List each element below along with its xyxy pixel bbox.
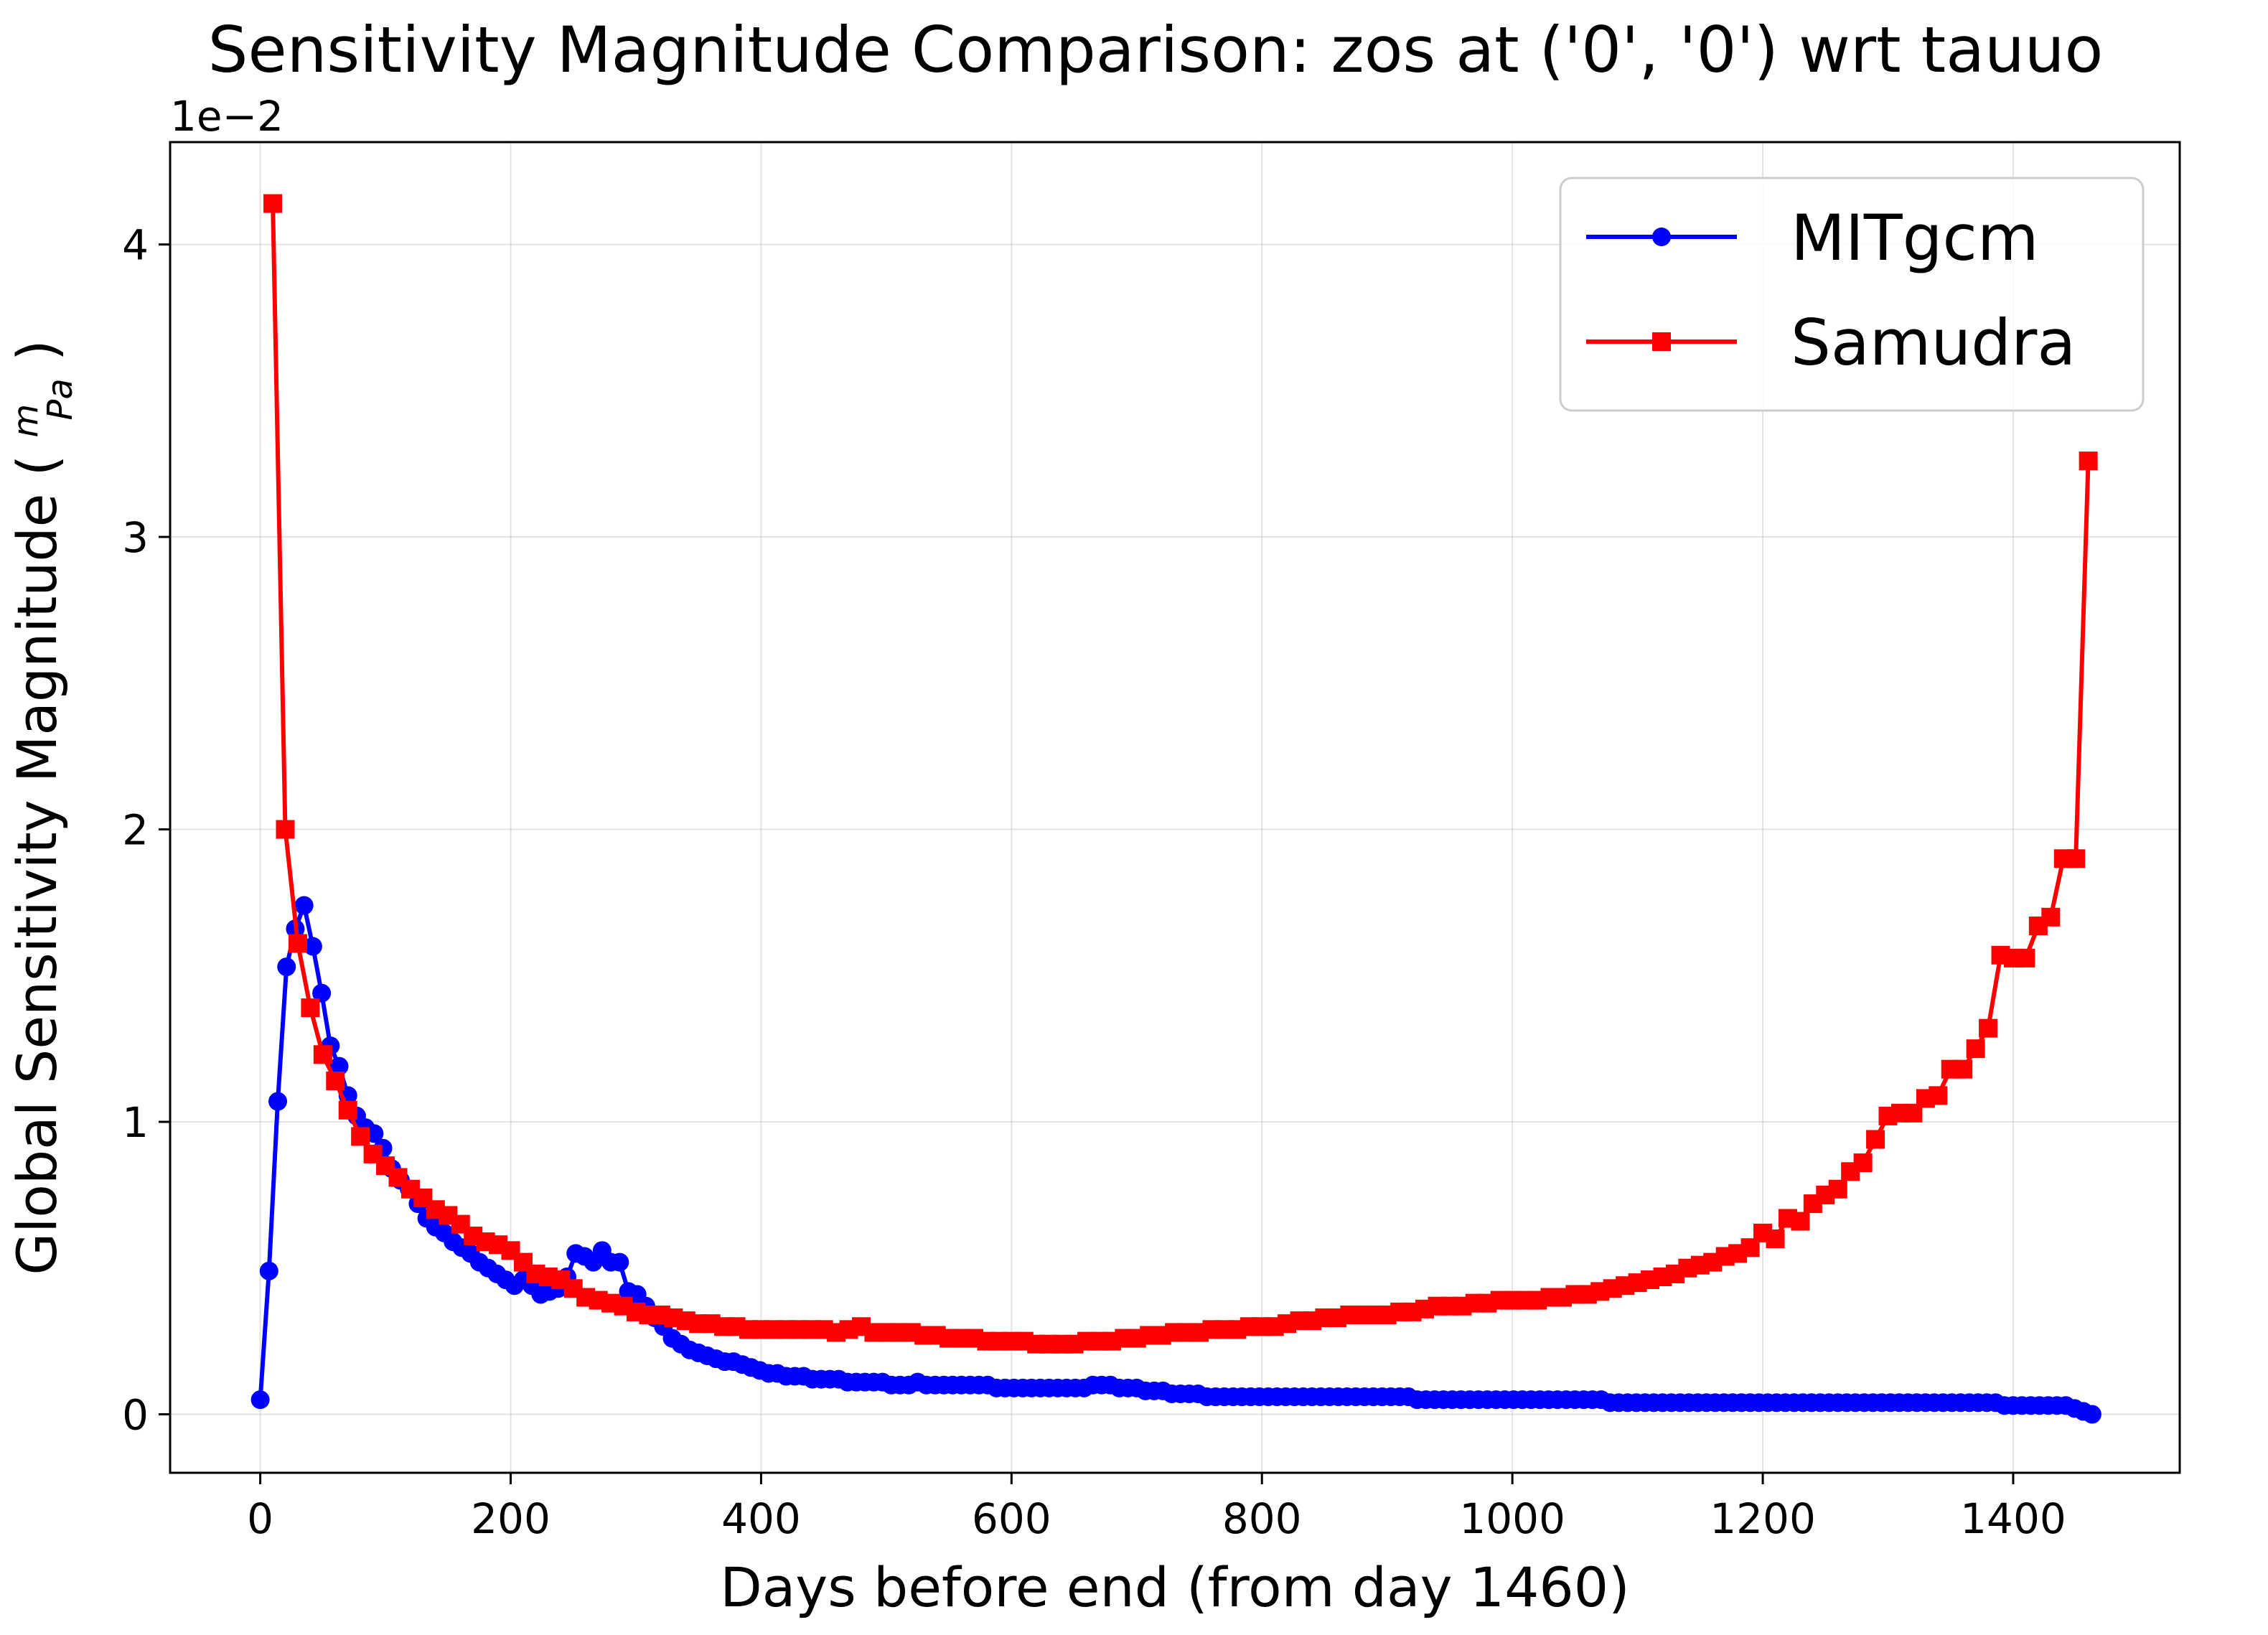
- y-axis-label-unit-denominator: Pa: [40, 378, 80, 420]
- data-point-samudra: [1929, 1086, 1948, 1105]
- data-point-samudra: [2079, 451, 2098, 471]
- data-point-samudra: [351, 1127, 370, 1146]
- x-tick-label: 400: [721, 1494, 801, 1543]
- y-tick-label: 0: [122, 1391, 149, 1440]
- legend-label-mitgcm: MITgcm: [1791, 201, 2039, 275]
- plot-series: [250, 194, 2101, 1424]
- data-point-samudra: [2016, 948, 2035, 968]
- y-axis-label: Global Sensitivity Magnitude ( m Pa ): [5, 339, 85, 1275]
- data-point-mitgcm: [250, 1390, 270, 1410]
- y-axis-label-unit-fraction: m Pa: [6, 378, 80, 437]
- data-point-mitgcm: [268, 1092, 288, 1111]
- data-point-mitgcm: [294, 896, 314, 915]
- data-point-samudra: [263, 194, 283, 213]
- legend-marker-mitgcm: [1652, 228, 1671, 246]
- series-samudra: [263, 194, 2098, 1354]
- data-point-mitgcm: [610, 1252, 629, 1272]
- data-point-mitgcm: [312, 983, 332, 1003]
- data-point-samudra: [1853, 1153, 1873, 1173]
- x-tick-label: 600: [972, 1494, 1051, 1543]
- legend-label-samudra: Samudra: [1791, 306, 2076, 380]
- plot-frame: [169, 141, 2181, 1474]
- data-point-mitgcm: [329, 1057, 349, 1076]
- data-point-samudra: [313, 1045, 332, 1064]
- y-tick-label: 2: [122, 806, 149, 855]
- legend-marker-samudra: [1652, 332, 1671, 351]
- chart-title: Sensitivity Magnitude Comparison: zos at…: [208, 13, 2104, 87]
- data-point-mitgcm: [259, 1261, 278, 1280]
- data-point-samudra: [1791, 1212, 1810, 1231]
- y-tick-label: 4: [122, 221, 149, 270]
- data-point-samudra: [1866, 1130, 1885, 1149]
- data-point-samudra: [1766, 1229, 1785, 1249]
- data-point-samudra: [1828, 1179, 1847, 1199]
- data-point-samudra: [326, 1071, 345, 1090]
- y-offset-label: 1e−2: [170, 92, 284, 141]
- x-axis-label: Days before end (from day 1460): [720, 1555, 1630, 1619]
- data-point-samudra: [1966, 1039, 1985, 1059]
- data-point-samudra: [288, 934, 307, 953]
- data-point-samudra: [2066, 849, 2086, 868]
- y-axis-label-close: ): [5, 339, 69, 361]
- y-axis-label-text: Global Sensitivity Magnitude ( m Pa ): [5, 339, 85, 1275]
- y-axis-ticks: 0 1 2 3 4: [122, 221, 170, 1440]
- data-point-samudra: [1979, 1018, 1998, 1038]
- x-tick-label: 200: [471, 1494, 550, 1543]
- data-point-mitgcm: [2082, 1405, 2101, 1424]
- y-axis-label-main: Global Sensitivity Magnitude (: [5, 455, 69, 1275]
- legend: MITgcm Samudra: [1559, 177, 2145, 412]
- x-tick-label: 0: [247, 1494, 273, 1543]
- data-point-samudra: [1954, 1059, 1973, 1079]
- data-point-samudra: [2041, 907, 2061, 927]
- x-tick-label: 1200: [1710, 1494, 1816, 1543]
- data-point-samudra: [301, 998, 320, 1018]
- x-tick-label: 1400: [1960, 1494, 2066, 1543]
- x-tick-label: 1000: [1459, 1494, 1565, 1543]
- x-tick-label: 800: [1222, 1494, 1302, 1543]
- y-tick-label: 3: [122, 513, 149, 562]
- data-point-mitgcm: [277, 957, 296, 977]
- data-point-mitgcm: [303, 937, 322, 956]
- x-axis-ticks: 0 200 400 600 800 1000 1200 1400: [247, 1473, 2066, 1543]
- y-tick-label: 1: [122, 1098, 149, 1147]
- data-point-samudra: [338, 1100, 357, 1120]
- data-point-samudra: [276, 820, 295, 839]
- y-axis-label-unit-numerator: m: [6, 404, 46, 438]
